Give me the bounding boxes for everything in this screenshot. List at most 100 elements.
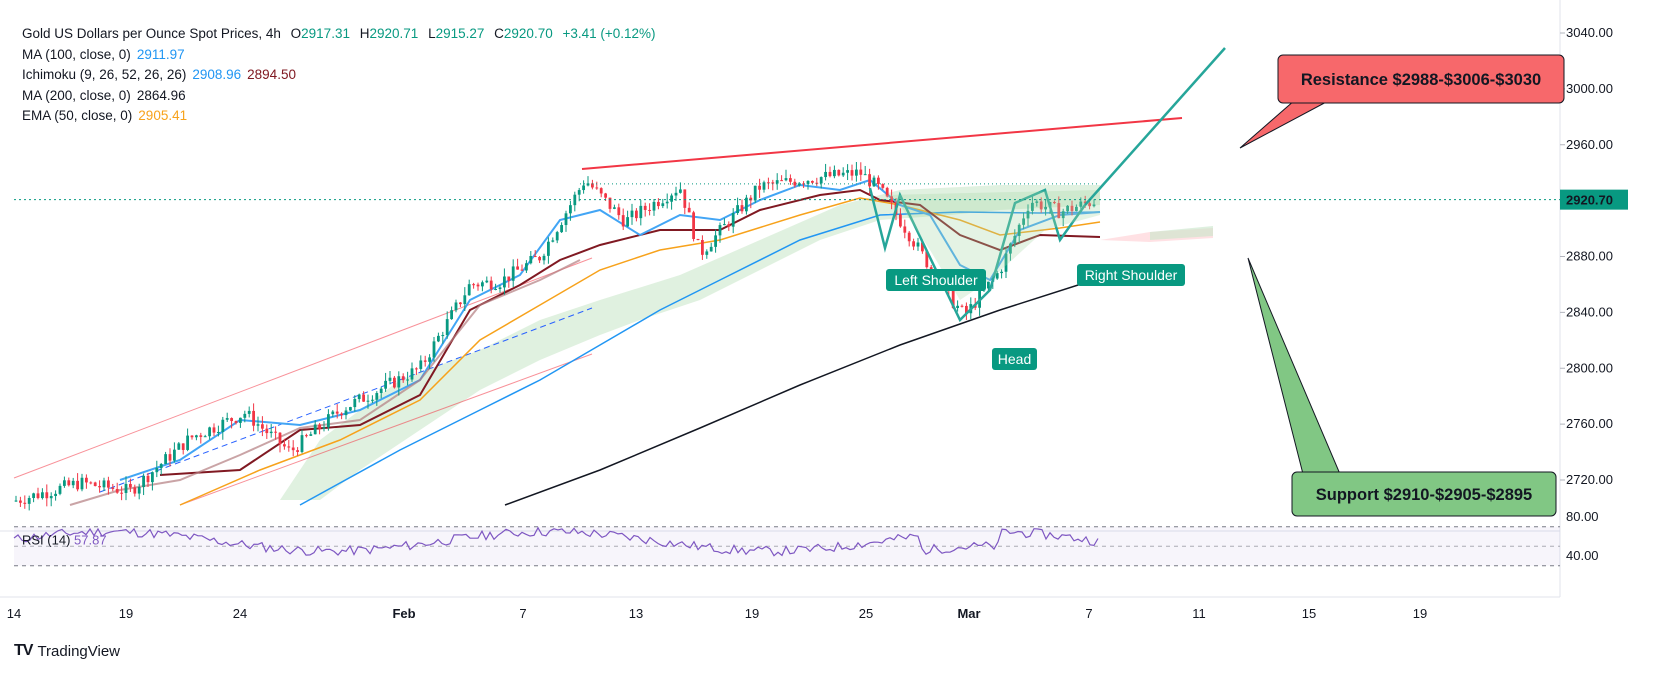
candle-body [591,183,594,188]
candle-body [617,207,621,216]
candle-body [701,240,704,255]
tenkan-line [119,178,1101,481]
candle-body [291,447,295,451]
candle-body [489,280,493,290]
candle-body [441,335,445,337]
ichimoku-cloud [280,185,1213,500]
candle-body [467,284,471,296]
candle-body [1088,203,1091,207]
candle-body [687,207,691,213]
candle-body [516,266,519,270]
candle-body [771,182,775,184]
indicator-ma200[interactable]: MA (200, close, 0) 2864.96 [22,87,186,103]
candle-body [635,210,638,219]
candle-body [547,241,550,256]
candle-body [1083,201,1087,204]
ma200-line [504,277,1101,506]
candle-body [243,413,247,418]
candle-body [335,411,339,414]
chart-legend: Gold US Dollars per Ounce Spot Prices, 4… [22,24,662,127]
hs-pattern-line [868,187,1087,323]
candle-body [762,182,766,190]
candle-body [397,376,401,388]
candle-body [173,449,176,461]
tradingview-logo[interactable]: TV TradingView [14,642,120,660]
candle-body [1044,206,1047,210]
candle-body [107,480,110,488]
candle-body [511,266,515,281]
indicator-ma100[interactable]: MA (100, close, 0) 2911.97 [22,46,185,62]
candle-body [388,377,392,381]
price-tick-label: 2760.00 [1566,416,1613,431]
candle-body [155,468,159,473]
candle-body [225,418,229,420]
candle-body [283,444,286,447]
breakout-projection [1084,47,1226,206]
candle-body [384,380,387,389]
time-tick-label: Feb [392,606,415,621]
resistance-callout-tail [1239,99,1331,149]
candle-body [485,280,489,283]
price-axis[interactable]: 3040.003000.002960.002920.002880.002840.… [14,25,1628,487]
candle-body [921,242,924,252]
candle-body [775,180,779,184]
candle-body [494,288,497,290]
candle-body [828,171,832,177]
candle-body [907,232,911,242]
candle-body [709,246,713,252]
time-axis[interactable]: 14 19 24 Feb 7 13 19 25 Mar 7 11 15 19 [7,606,1427,621]
candle-body [767,182,770,184]
candle-body [595,187,599,189]
candle-body [41,492,44,499]
candle-body [331,411,335,415]
time-tick-label: 7 [519,606,526,621]
candle-body [142,475,145,488]
channel-mid [99,307,593,493]
annotations: Resistance $2988-$3006-$3030 Support $291… [886,54,1565,517]
candle-body [437,335,440,342]
hs-pattern-fill [885,190,1100,300]
candle-body [780,180,783,182]
candle-body [71,480,75,486]
channel-lower [179,353,593,506]
price-tick-label: 3040.00 [1566,25,1613,40]
rsi-label: RSI (14) 57.87 [22,533,107,548]
candle-body [252,410,255,426]
price-tick-label: 2880.00 [1566,249,1613,264]
candle-body [890,196,893,203]
time-tick-label: 7 [1085,606,1092,621]
price-tick-label: 2840.00 [1566,304,1613,319]
indicator-ema50[interactable]: EMA (50, close, 0) 2905.41 [22,108,188,123]
candle-body [555,232,559,241]
candle-body [32,493,35,499]
candle-body [450,310,453,320]
candle-body [1000,271,1003,274]
candle-body [89,482,93,484]
candle-body [129,483,132,488]
symbol-row[interactable]: Gold US Dollars per Ounce Spot Prices, 4… [22,24,662,45]
candle-body [903,226,907,233]
candle-body [639,205,643,219]
candle-body [212,427,216,433]
channel-upper [13,257,593,479]
candle-body [661,203,665,207]
candle-body [529,256,533,264]
time-tick-label: 24 [233,606,247,621]
candle-body [885,187,889,197]
candle-body [507,276,511,281]
indicator-ichimoku[interactable]: Ichimoku (9, 26, 52, 26, 26) 2908.96 2894.… [22,67,296,82]
head-and-shoulders-pattern [868,47,1226,323]
candle-body [1070,205,1074,211]
kijun-line [159,188,1101,476]
candle-body [406,379,409,381]
candle-body [375,393,379,400]
candle-body [1013,235,1017,244]
candle-body [643,205,647,210]
candle-body [419,360,423,369]
candle-body [679,189,682,193]
ma100-line [299,211,1101,506]
candle-body [54,493,57,497]
candle-body [806,180,810,184]
candle-body [459,302,462,305]
candle-body [877,177,880,185]
